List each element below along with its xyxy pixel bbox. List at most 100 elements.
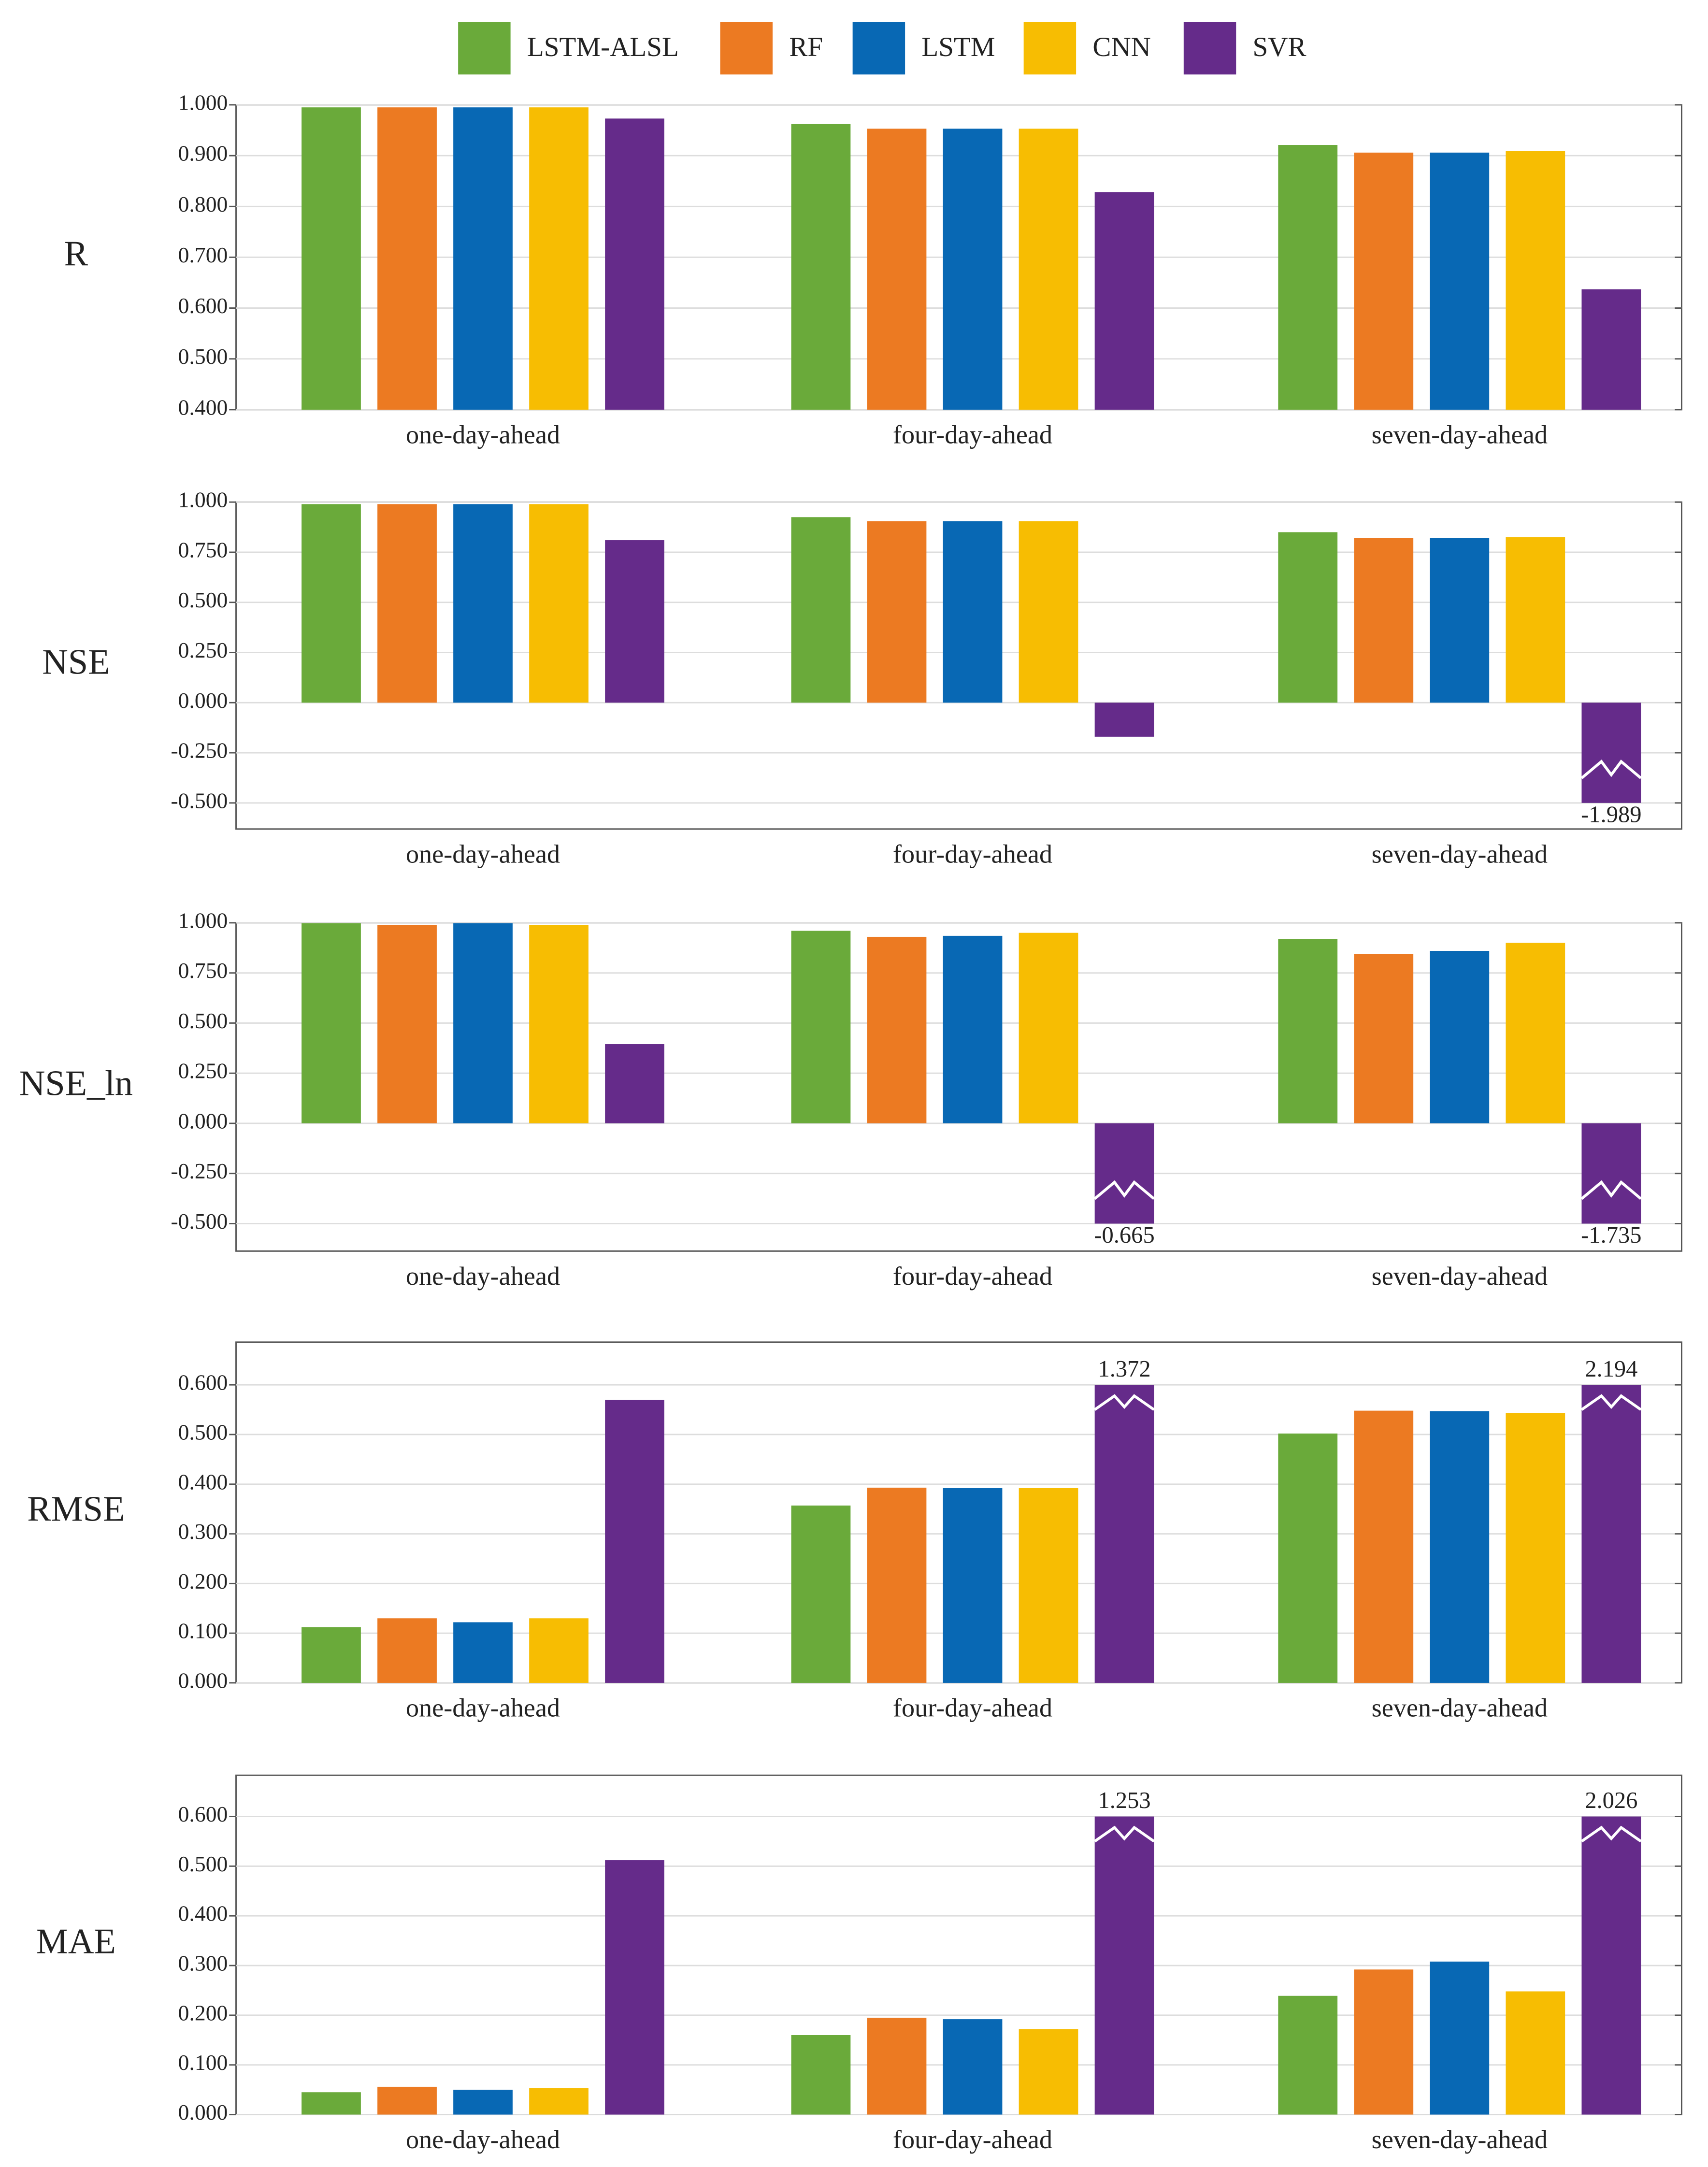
- y-tick-label: 0.000: [178, 1668, 228, 1693]
- value-label: -1.989: [1581, 802, 1641, 828]
- y-tick-label: 0.000: [178, 1108, 228, 1133]
- bar: [1581, 703, 1641, 803]
- bar: [867, 129, 927, 410]
- bar: [1506, 537, 1565, 703]
- bar: [943, 521, 1003, 703]
- y-axis-label: RMSE: [27, 1489, 125, 1529]
- bar: [301, 107, 361, 410]
- bar: [1278, 145, 1338, 410]
- x-tick-label: seven-day-ahead: [1372, 1262, 1548, 1291]
- bar: [867, 1487, 927, 1683]
- legend-swatch: [458, 22, 511, 75]
- axis-break: [1093, 1180, 1155, 1200]
- bar: [605, 1400, 664, 1683]
- bar: [605, 540, 664, 703]
- bar: [1354, 152, 1414, 410]
- bar: [943, 129, 1003, 410]
- bar: [1506, 943, 1565, 1123]
- y-tick-label: 0.400: [178, 1901, 228, 1926]
- bar: [1094, 1123, 1154, 1224]
- x-tick-label: seven-day-ahead: [1372, 1693, 1548, 1722]
- bar: [1581, 289, 1641, 410]
- bar: [1278, 532, 1338, 703]
- axis-break: [1094, 1394, 1155, 1411]
- bar: [1354, 538, 1414, 703]
- bar: [1354, 1410, 1414, 1683]
- bar: [1430, 951, 1490, 1123]
- bar: [377, 2086, 437, 2115]
- legend-label: SVR: [1253, 32, 1306, 62]
- bar: [1581, 1123, 1641, 1224]
- y-tick-label: 0.000: [178, 2100, 228, 2124]
- y-tick-label: -0.500: [171, 1209, 228, 1234]
- bar: [301, 923, 361, 1123]
- value-label: 1.253: [1098, 1788, 1150, 1813]
- legend-label: LSTM-ALSL: [527, 32, 679, 62]
- bar: [377, 925, 437, 1123]
- y-axis-label: R: [64, 234, 88, 273]
- bar: [1354, 1969, 1414, 2115]
- bar: [867, 521, 927, 703]
- y-tick-label: 0.800: [178, 192, 228, 216]
- bar: [1581, 1385, 1641, 1683]
- y-tick-label: 0.500: [178, 1008, 228, 1033]
- y-tick-label: 0.200: [178, 2000, 228, 2025]
- bar: [1430, 538, 1490, 703]
- y-tick-label: 0.600: [178, 1370, 228, 1395]
- bar: [1506, 1413, 1565, 1683]
- y-tick-label: 0.100: [178, 1619, 228, 1643]
- y-tick-label: 0.500: [178, 1851, 228, 1876]
- y-tick-label: 0.250: [178, 638, 228, 662]
- bar: [1506, 151, 1565, 410]
- y-tick-label: 0.900: [178, 141, 228, 166]
- value-label: 2.194: [1585, 1356, 1637, 1382]
- value-label: -0.665: [1094, 1222, 1154, 1248]
- x-tick-label: four-day-ahead: [893, 1262, 1052, 1291]
- y-tick-label: -0.250: [171, 738, 228, 763]
- y-tick-label: 0.600: [178, 1802, 228, 1826]
- bar: [1019, 129, 1078, 410]
- y-tick-label: 0.700: [178, 243, 228, 267]
- y-tick-label: 0.000: [178, 688, 228, 713]
- bar: [453, 2090, 513, 2115]
- y-tick-label: 0.400: [178, 395, 228, 419]
- bar: [1019, 2029, 1078, 2115]
- x-tick-label: seven-day-ahead: [1372, 2125, 1548, 2154]
- bar: [301, 2092, 361, 2115]
- x-tick-label: one-day-ahead: [406, 2125, 560, 2154]
- legend-swatch: [1183, 22, 1236, 75]
- bar: [605, 1044, 664, 1123]
- y-axis-label: NSE_ln: [19, 1064, 133, 1104]
- bar: [791, 124, 851, 410]
- y-tick-label: -0.500: [171, 788, 228, 813]
- legend-swatch: [720, 22, 773, 75]
- y-tick-label: 0.500: [178, 588, 228, 612]
- x-tick-label: one-day-ahead: [406, 839, 560, 868]
- axis-break: [1094, 1825, 1155, 1843]
- bar: [1094, 703, 1154, 737]
- bar: [1094, 1816, 1154, 2115]
- y-tick-label: 0.200: [178, 1569, 228, 1593]
- bar: [791, 931, 851, 1123]
- y-tick-label: 0.250: [178, 1059, 228, 1083]
- y-tick-label: 0.500: [178, 344, 228, 369]
- y-tick-label: 1.000: [178, 488, 228, 512]
- bar: [301, 1627, 361, 1683]
- bar: [1354, 954, 1414, 1123]
- bar: [529, 504, 588, 703]
- bar: [791, 2035, 851, 2115]
- bar: [1019, 521, 1078, 703]
- bar: [943, 2019, 1003, 2115]
- x-tick-label: one-day-ahead: [406, 1262, 560, 1291]
- bar: [453, 1622, 513, 1683]
- bar: [377, 1618, 437, 1683]
- bar: [791, 1505, 851, 1683]
- bar: [791, 517, 851, 703]
- bar: [1581, 1816, 1641, 2115]
- y-tick-label: 0.100: [178, 2050, 228, 2075]
- bar: [605, 1860, 664, 2115]
- x-tick-label: four-day-ahead: [893, 1693, 1052, 1722]
- bar: [1278, 939, 1338, 1123]
- bar: [1019, 933, 1078, 1123]
